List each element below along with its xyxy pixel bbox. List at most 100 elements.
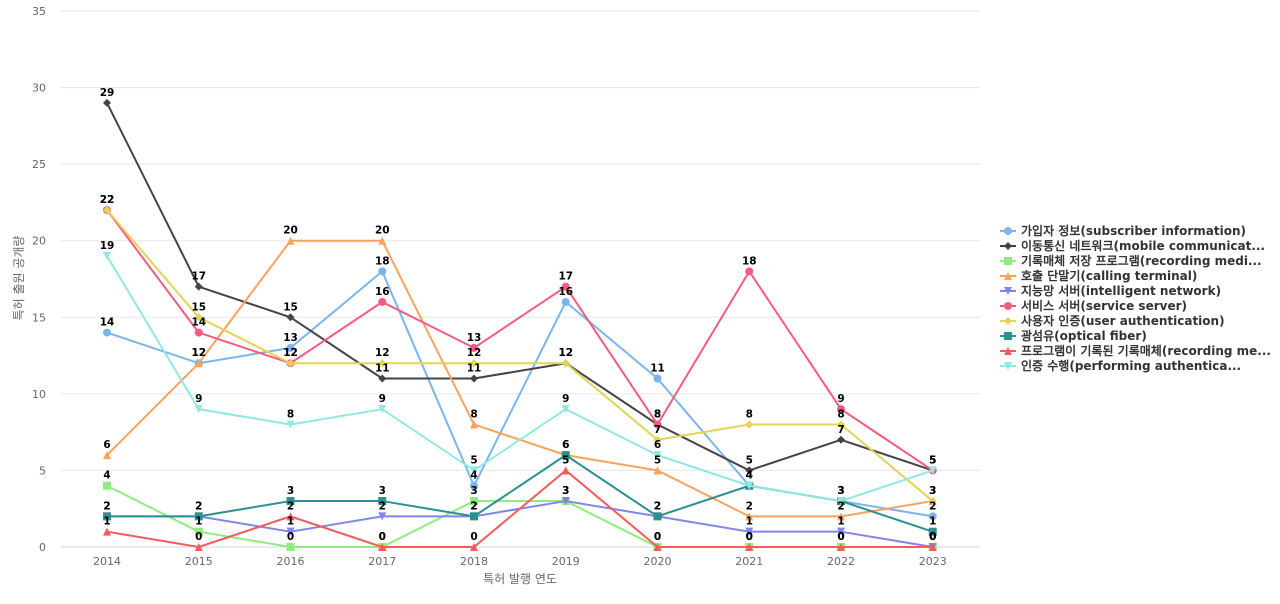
series-8 — [103, 451, 937, 536]
data-label: 1 — [195, 516, 202, 528]
data-point — [378, 236, 387, 245]
data-label: 8 — [470, 408, 477, 420]
data-point — [103, 328, 111, 337]
x-tick-label: 2014 — [93, 555, 121, 568]
y-tick-label: 35 — [32, 5, 46, 18]
data-label: 1 — [746, 516, 753, 528]
data-label: 2 — [195, 500, 202, 512]
legend-label: 인증 수행(performing authentica... — [1021, 358, 1241, 373]
legend-item[interactable]: 호출 단말기(calling terminal) — [1000, 268, 1197, 283]
x-axis-title: 특허 발행 연도 — [483, 571, 557, 586]
data-point — [561, 297, 570, 306]
legend-label: 사용자 인증(user authentication) — [1021, 313, 1225, 328]
legend-item[interactable]: 지능망 서버(intelligent network) — [1000, 283, 1221, 298]
legend-item[interactable]: 가입자 정보(subscriber information) — [1000, 223, 1246, 238]
legend-label: 지능망 서버(intelligent network) — [1021, 283, 1221, 298]
data-label: 3 — [837, 485, 844, 497]
data-point — [286, 359, 295, 368]
data-label: 0 — [837, 531, 844, 543]
series-line — [106, 209, 934, 503]
data-label: 3 — [837, 485, 844, 497]
data-label: 4 — [746, 470, 753, 482]
legend-item[interactable]: 기록매체 저장 프로그램(recording medi... — [1000, 253, 1262, 268]
data-point — [286, 420, 295, 429]
data-label: 4 — [746, 470, 753, 482]
series-line — [106, 209, 934, 472]
data-label: 6 — [562, 439, 569, 451]
legend-label: 호출 단말기(calling terminal) — [1021, 268, 1197, 283]
data-label: 18 — [375, 255, 390, 267]
legend-item[interactable]: 이동통신 네트워크(mobile communicat... — [1000, 238, 1265, 253]
legend-symbol — [1004, 227, 1012, 235]
data-label: 3 — [837, 485, 844, 497]
x-axis-ticks: 2014 2015 2016 2017 2018 2019 2020 2021 2022 2023 — [93, 555, 947, 568]
y-tick-label: 5 — [39, 464, 46, 477]
legend-item[interactable]: 프로그램이 기록된 기록매체(recording me... — [1000, 343, 1271, 358]
data-point — [653, 512, 662, 521]
y-tick-label: 30 — [32, 82, 46, 95]
data-label: 8 — [287, 408, 294, 420]
data-point — [837, 527, 845, 536]
data-label: 16 — [375, 286, 390, 298]
series-4 — [103, 236, 937, 521]
data-point — [470, 420, 478, 429]
data-label: 0 — [929, 531, 936, 543]
legend-symbol — [1004, 272, 1012, 280]
data-label: 9 — [379, 393, 386, 405]
data-point — [194, 527, 203, 536]
data-label: 22 — [100, 194, 115, 206]
data-label: 15 — [191, 301, 206, 313]
y-tick-label: 10 — [32, 388, 46, 401]
data-label: 6 — [103, 439, 110, 451]
data-point — [837, 512, 845, 521]
data-label: 3 — [929, 485, 936, 497]
data-point — [470, 466, 478, 475]
data-label: 2 — [470, 500, 477, 512]
data-point — [745, 527, 754, 536]
data-point — [928, 512, 937, 521]
data-label: 5 — [929, 454, 936, 466]
data-label: 0 — [929, 531, 936, 543]
data-point — [103, 252, 111, 261]
x-tick-label: 2023 — [919, 555, 947, 568]
data-label: 0 — [746, 531, 753, 543]
series-10 — [103, 252, 937, 506]
series-layer — [103, 98, 937, 551]
data-point — [194, 328, 203, 337]
data-label: 13 — [467, 332, 482, 344]
data-label: 4 — [746, 470, 753, 482]
legend-item[interactable]: 서비스 서버(service server) — [1000, 298, 1187, 313]
data-label: 2 — [103, 500, 110, 512]
data-point — [745, 420, 754, 429]
y-axis-title: 특허 출원 공개량 — [12, 236, 26, 321]
data-label: 4 — [470, 470, 477, 482]
legend-item[interactable]: 사용자 인증(user authentication) — [1000, 313, 1225, 328]
legend-label: 기록매체 저장 프로그램(recording medi... — [1021, 253, 1262, 268]
data-point — [286, 543, 295, 551]
data-point — [837, 435, 845, 444]
data-point — [561, 405, 570, 414]
data-point — [103, 512, 111, 521]
data-point — [286, 512, 295, 521]
legend-item[interactable]: 광섬유(optical fiber) — [1000, 328, 1147, 343]
data-label: 14 — [191, 317, 206, 329]
data-point — [653, 435, 662, 444]
data-label: 5 — [929, 454, 936, 466]
series-line — [106, 255, 934, 503]
data-point — [378, 543, 387, 551]
data-point — [378, 497, 387, 506]
legend-symbol — [1004, 242, 1012, 250]
data-point — [837, 405, 845, 414]
data-label: 12 — [467, 347, 482, 359]
data-label: 2 — [654, 500, 661, 512]
legend-symbol — [1004, 317, 1012, 325]
data-label: 0 — [379, 531, 386, 543]
data-point — [745, 466, 754, 475]
data-point — [470, 512, 478, 521]
series-9 — [103, 466, 937, 551]
series-line — [106, 454, 934, 533]
legend-item[interactable]: 인증 수행(performing authentica... — [1000, 358, 1241, 373]
data-point — [470, 543, 478, 551]
data-point — [194, 405, 203, 414]
